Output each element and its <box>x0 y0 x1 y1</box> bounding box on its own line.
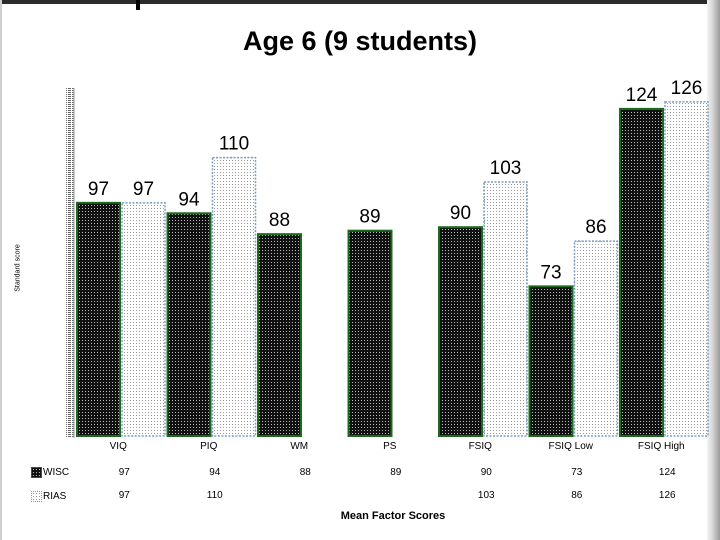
table-cell-rias: 110 <box>206 490 223 501</box>
legend-wisc-swatch <box>31 467 42 478</box>
bar-wisc-fsiq <box>438 226 483 437</box>
x-tick-label: FSIQ <box>469 441 493 452</box>
bar-wisc-viq <box>76 201 121 437</box>
table-cell-rias: 86 <box>571 490 583 501</box>
legend-wisc-label: WISC <box>43 467 70 478</box>
bar-wisc-wm <box>257 233 302 437</box>
y-axis-rule <box>66 88 74 438</box>
data-label-wisc-wm: 88 <box>269 210 290 231</box>
data-label-rias-fsiq-low: 86 <box>585 217 606 238</box>
bar-rias-piq <box>211 156 257 437</box>
legend-rias-swatch <box>31 491 42 502</box>
slide-corner-mark <box>136 0 140 10</box>
table-cell-wisc: 90 <box>480 467 492 478</box>
x-tick-label: FSIQ High <box>638 441 685 452</box>
data-label-wisc-viq: 97 <box>88 179 109 200</box>
x-tick-label: VIQ <box>110 441 127 452</box>
table-cell-rias: 97 <box>118 490 130 501</box>
bar-wisc-piq <box>166 212 212 437</box>
bar-wisc-fsiq-high <box>619 107 664 437</box>
x-axis-label: Mean Factor Scores <box>340 510 446 522</box>
table-cell-wisc: 89 <box>390 467 402 478</box>
table-cell-wisc: 88 <box>299 467 311 478</box>
data-label-rias-fsiq: 103 <box>490 158 522 179</box>
chart-title: Age 6 (9 students) <box>242 26 478 56</box>
table-cell-rias: 126 <box>658 490 676 501</box>
data-label-rias-piq: 110 <box>219 134 249 155</box>
bar-wisc-ps <box>347 229 393 437</box>
category-ticks-layer: VIQ PIQ WM PS FSIQ FSIQ Low FSIQ High <box>110 441 685 452</box>
legend-rias-label: RIAS <box>43 491 67 502</box>
table-cell-wisc: 73 <box>571 467 583 478</box>
data-label-wisc-fsiq-low: 73 <box>540 262 561 283</box>
bar-rias-fsiq-high <box>664 101 709 437</box>
table-cell-wisc: 124 <box>658 467 676 478</box>
slide-left-border <box>0 0 2 540</box>
bar-rias-viq <box>121 202 166 437</box>
data-labels-layer: 97 97 94 110 88 89 90 103 73 86 124 126 <box>88 78 702 283</box>
data-label-wisc-fsiq-high: 124 <box>626 85 658 106</box>
data-label-rias-viq: 97 <box>133 179 154 200</box>
x-tick-label: PIQ <box>200 441 217 452</box>
bars-layer <box>76 101 709 437</box>
slide-right-shadow <box>707 0 720 540</box>
slide-top-border <box>0 0 720 4</box>
table-cell-wisc: 94 <box>209 467 221 478</box>
table-cell-rias: 103 <box>477 490 495 501</box>
data-label-wisc-ps: 89 <box>359 207 380 228</box>
table-cell-wisc: 97 <box>118 467 130 478</box>
bar-rias-fsiq-low <box>573 240 619 437</box>
bar-wisc-fsiq-low <box>528 285 574 437</box>
data-label-wisc-piq: 94 <box>178 189 200 210</box>
x-tick-label: WM <box>290 441 308 452</box>
data-label-rias-fsiq-high: 126 <box>671 78 703 99</box>
x-tick-label: FSIQ Low <box>549 441 594 452</box>
x-tick-label: PS <box>383 441 397 452</box>
data-label-wisc-fsiq: 90 <box>450 203 471 224</box>
bar-rias-fsiq <box>483 181 528 437</box>
